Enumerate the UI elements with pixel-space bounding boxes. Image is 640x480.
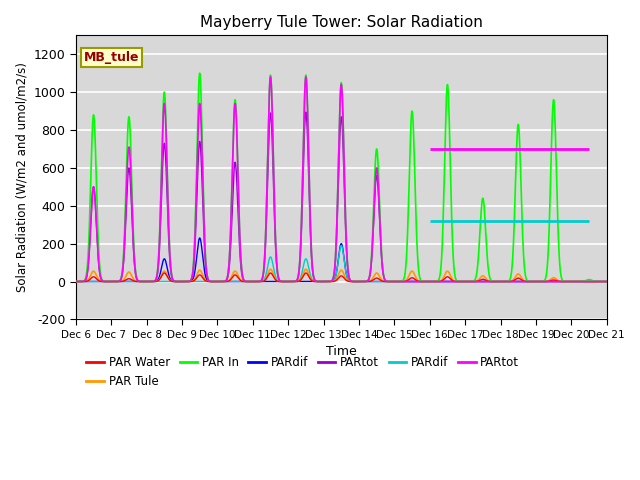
X-axis label: Time: Time bbox=[326, 346, 356, 359]
Legend: PAR Water, PAR Tule, PAR In, PARdif, PARtot, PARdif, PARtot: PAR Water, PAR Tule, PAR In, PARdif, PAR… bbox=[82, 352, 524, 393]
Y-axis label: Solar Radiation (W/m2 and umol/m2/s): Solar Radiation (W/m2 and umol/m2/s) bbox=[15, 62, 28, 292]
Text: MB_tule: MB_tule bbox=[84, 51, 140, 64]
Title: Mayberry Tule Tower: Solar Radiation: Mayberry Tule Tower: Solar Radiation bbox=[200, 15, 483, 30]
